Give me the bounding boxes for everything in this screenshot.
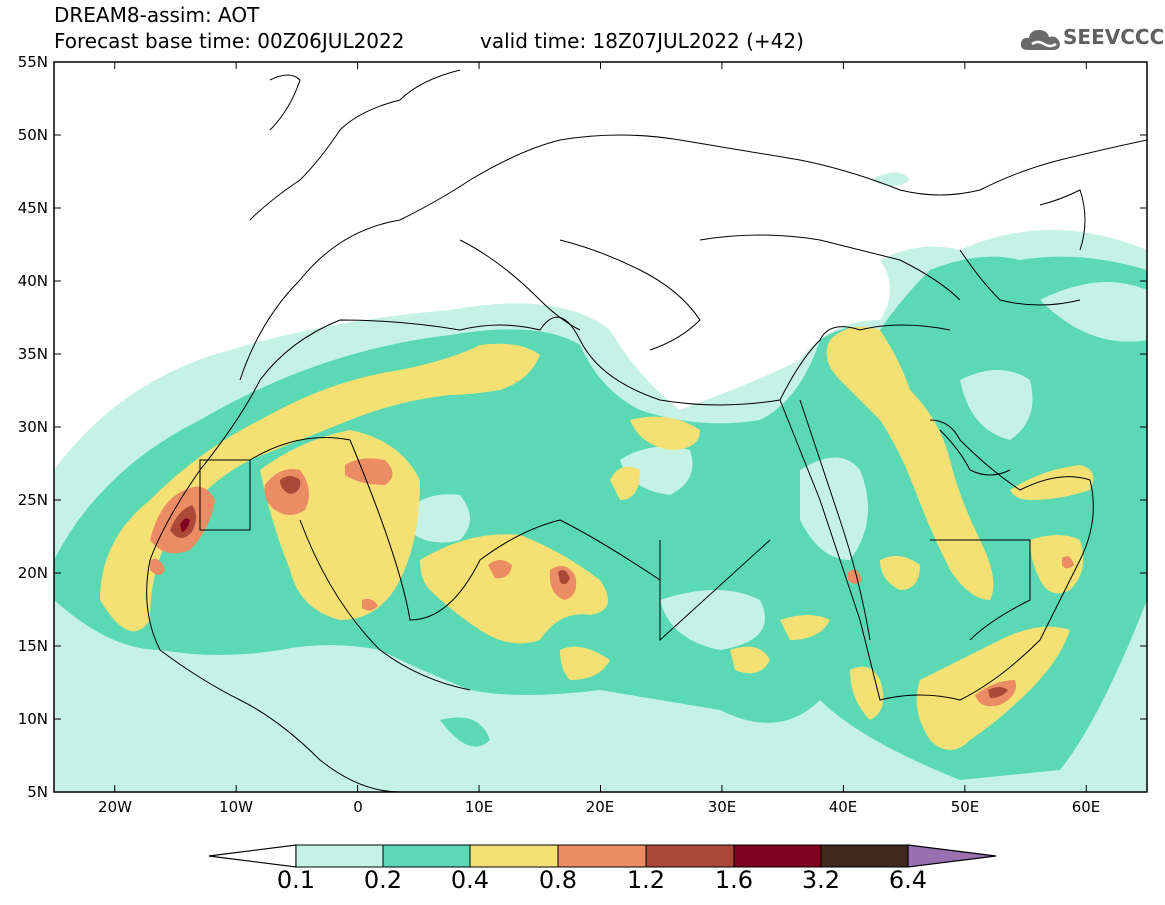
- map-title: DREAM8-assim: AOT: [54, 3, 260, 27]
- lat-label: 10N: [17, 710, 48, 728]
- colorbar-bin-3: [469, 844, 559, 868]
- seevccc-logo: [1018, 24, 1158, 56]
- lon-label: 50E: [950, 798, 980, 816]
- colorbar: [208, 844, 997, 868]
- lon-label: 30E: [707, 798, 737, 816]
- lat-label: 50N: [17, 126, 48, 144]
- lon-label: 10W: [219, 798, 253, 816]
- colorbar-label: 1.6: [714, 866, 754, 894]
- colorbar-bin-4: [557, 844, 647, 868]
- colorbar-label: 0.4: [450, 866, 490, 894]
- cloud-icon: [1020, 30, 1060, 50]
- axis-ticks: [54, 62, 1147, 792]
- colorbar-high-arrow: [907, 844, 997, 868]
- colorbar-bin-7: [820, 844, 909, 868]
- lon-label: 20W: [98, 798, 132, 816]
- colorbar-label: 0.2: [363, 866, 403, 894]
- aot-field: [54, 62, 1147, 792]
- colorbar-low-arrow: [208, 844, 297, 868]
- coastlines: [146, 69, 1147, 792]
- lat-label: 25N: [17, 491, 48, 509]
- lon-label: 60E: [1071, 798, 1101, 816]
- lat-label: 30N: [17, 418, 48, 436]
- lat-label: 40N: [17, 272, 48, 290]
- lat-label: 5N: [27, 783, 48, 801]
- lat-label: 20N: [17, 564, 48, 582]
- colorbar-label: 0.8: [538, 866, 578, 894]
- lon-label: 10E: [464, 798, 494, 816]
- lat-label: 45N: [17, 199, 48, 217]
- lon-label: 20E: [585, 798, 615, 816]
- logo-text: SEEVCCC: [1063, 25, 1165, 49]
- lat-label: 35N: [17, 345, 48, 363]
- colorbar-bin-6: [733, 844, 822, 868]
- colorbar-bin-1: [295, 844, 384, 868]
- lon-label: 0: [353, 798, 363, 816]
- valid-time: valid time: 18Z07JUL2022 (+42): [480, 29, 804, 53]
- forecast-base-time: Forecast base time: 00Z06JUL2022: [54, 29, 405, 53]
- colorbar-label: 1.2: [626, 866, 666, 894]
- colorbar-bin-5: [645, 844, 735, 868]
- colorbar-label: 0.1: [276, 866, 316, 894]
- lat-label: 55N: [17, 53, 48, 71]
- lat-label: 15N: [17, 637, 48, 655]
- lon-label: 40E: [828, 798, 858, 816]
- colorbar-label: 3.2: [801, 866, 841, 894]
- colorbar-bin-2: [382, 844, 471, 868]
- colorbar-label: 6.4: [888, 866, 928, 894]
